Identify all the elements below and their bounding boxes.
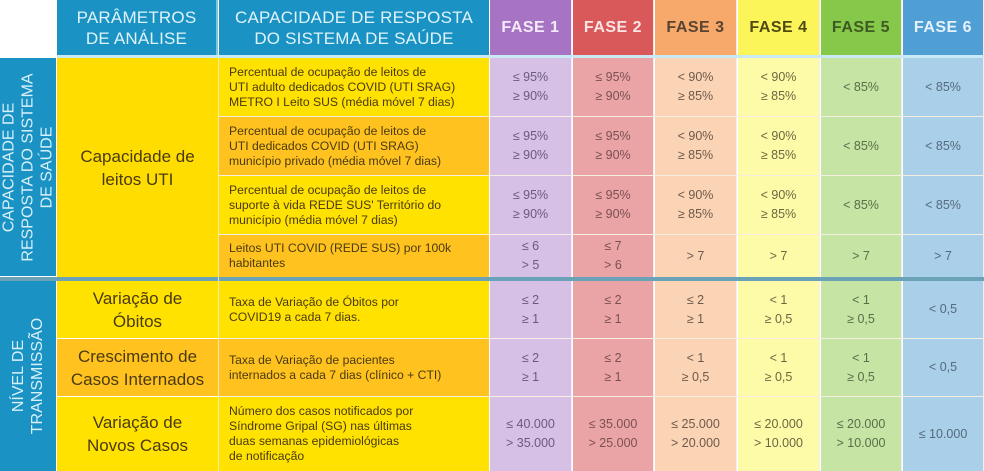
phase-header-5: FASE 5 <box>821 0 902 55</box>
phase-header-2: FASE 2 <box>573 0 654 55</box>
phase-threshold-cell: ≤ 2 ≥ 1 <box>490 339 572 396</box>
header-divider <box>57 55 984 58</box>
indicator-description: Leitos UTI COVID (REDE SUS) por 100k hab… <box>219 235 489 277</box>
phase-threshold-cell: ≤ 10.000 <box>903 397 984 471</box>
phase-threshold-cell: ≤ 6 > 5 <box>490 235 572 277</box>
row-divider <box>219 396 984 397</box>
phase-threshold-cell: > 7 <box>821 235 902 277</box>
phase-threshold-cell: < 85% <box>821 58 902 116</box>
phase-threshold-cell: < 90% ≥ 85% <box>738 176 820 234</box>
phase-threshold-cell: < 85% <box>903 176 984 234</box>
phase-threshold-cell: < 1 ≥ 0,5 <box>821 339 902 396</box>
phase-threshold-cell: < 85% <box>821 117 902 175</box>
group-nivel-transmissao: NÍVEL DE TRANSMISSÃO <box>0 280 56 471</box>
phase-threshold-cell: ≤ 2 ≥ 1 <box>573 339 654 396</box>
indicator-description: Taxa de Variação de Óbitos por COVID19 a… <box>219 281 489 338</box>
phase-threshold-cell: < 1 ≥ 0,5 <box>738 339 820 396</box>
column-divider <box>218 58 219 471</box>
phase-threshold-cell: ≤ 2 ≥ 1 <box>655 281 737 338</box>
parameter-variacao-novos-casos: Variação de Novos Casos <box>57 397 218 471</box>
phase-threshold-cell: ≤ 95% ≥ 90% <box>490 176 572 234</box>
phase-threshold-cell: ≤ 95% ≥ 90% <box>573 176 654 234</box>
parameter-variacao-obitos: Variação de Óbitos <box>57 281 218 338</box>
indicator-description: Percentual de ocupação de leitos de UTI … <box>219 58 489 116</box>
phase-threshold-cell: < 90% ≥ 85% <box>655 176 737 234</box>
parameter-capacidade-leitos-uti: Capacidade de leitos UTI <box>57 58 218 277</box>
phase-threshold-cell: ≤ 20.000 > 10.000 <box>738 397 820 471</box>
phase-threshold-cell: < 1 ≥ 0,5 <box>655 339 737 396</box>
phase-threshold-cell: < 85% <box>903 58 984 116</box>
phase-threshold-cell: < 1 ≥ 0,5 <box>821 281 902 338</box>
group-label: CAPACIDADE DE RESPOSTA DO SISTEMA DE SAÚ… <box>0 72 56 262</box>
indicator-description: Número dos casos notificados por Síndrom… <box>219 397 489 471</box>
phase-threshold-cell: < 0,5 <box>903 281 984 338</box>
phase-threshold-cell: ≤ 20.000 > 10.000 <box>821 397 902 471</box>
phase-header-3: FASE 3 <box>655 0 737 55</box>
group-divider <box>0 277 984 281</box>
phase-threshold-cell: ≤ 2 ≥ 1 <box>573 281 654 338</box>
params-header: PARÂMETROS DE ANÁLISE <box>57 0 218 55</box>
phase-threshold-cell: ≤ 95% ≥ 90% <box>573 58 654 116</box>
phase-threshold-cell: < 0,5 <box>903 339 984 396</box>
phase-threshold-cell: ≤ 35.000 > 25.000 <box>573 397 654 471</box>
indicator-description: Percentual de ocupação de leitos de UTI … <box>219 117 489 175</box>
phase-threshold-cell: > 7 <box>903 235 984 277</box>
group-label: NÍVEL DE TRANSMISSÃO <box>10 317 46 434</box>
phase-threshold-cell: < 90% ≥ 85% <box>655 58 737 116</box>
row-divider <box>219 338 984 339</box>
indicator-description: Percentual de ocupação de leitos de supo… <box>219 176 489 234</box>
phase-threshold-cell: ≤ 25.000 > 20.000 <box>655 397 737 471</box>
phase-threshold-cell: ≤ 7 > 6 <box>573 235 654 277</box>
phase-threshold-cell: < 1 ≥ 0,5 <box>738 281 820 338</box>
phase-threshold-cell: < 90% ≥ 85% <box>738 117 820 175</box>
capacity-header: CAPACIDADE DE RESPOSTA DO SISTEMA DE SAÚ… <box>219 0 489 55</box>
phase-threshold-cell: < 90% ≥ 85% <box>655 117 737 175</box>
phase-threshold-cell: < 85% <box>903 117 984 175</box>
group-capacidade-resposta: CAPACIDADE DE RESPOSTA DO SISTEMA DE SAÚ… <box>0 58 56 276</box>
phase-header-4: FASE 4 <box>738 0 820 55</box>
phase-threshold-cell: > 7 <box>655 235 737 277</box>
phase-header-1: FASE 1 <box>490 0 572 55</box>
indicator-description: Taxa de Variação de pacientes internados… <box>219 339 489 396</box>
row-divider <box>219 234 984 235</box>
phase-header-6: FASE 6 <box>903 0 984 55</box>
parameter-crescimento-internados: Crescimento de Casos Internados <box>57 339 218 396</box>
phase-threshold-cell: < 90% ≥ 85% <box>738 58 820 116</box>
phase-threshold-cell: < 85% <box>821 176 902 234</box>
phase-threshold-cell: > 7 <box>738 235 820 277</box>
phase-threshold-cell: ≤ 95% ≥ 90% <box>573 117 654 175</box>
row-divider <box>219 116 984 117</box>
phase-threshold-cell: ≤ 95% ≥ 90% <box>490 117 572 175</box>
phase-threshold-cell: ≤ 95% ≥ 90% <box>490 58 572 116</box>
row-divider <box>219 175 984 176</box>
phase-threshold-cell: ≤ 40.000 > 35.000 <box>490 397 572 471</box>
phase-threshold-cell: ≤ 2 ≥ 1 <box>490 281 572 338</box>
